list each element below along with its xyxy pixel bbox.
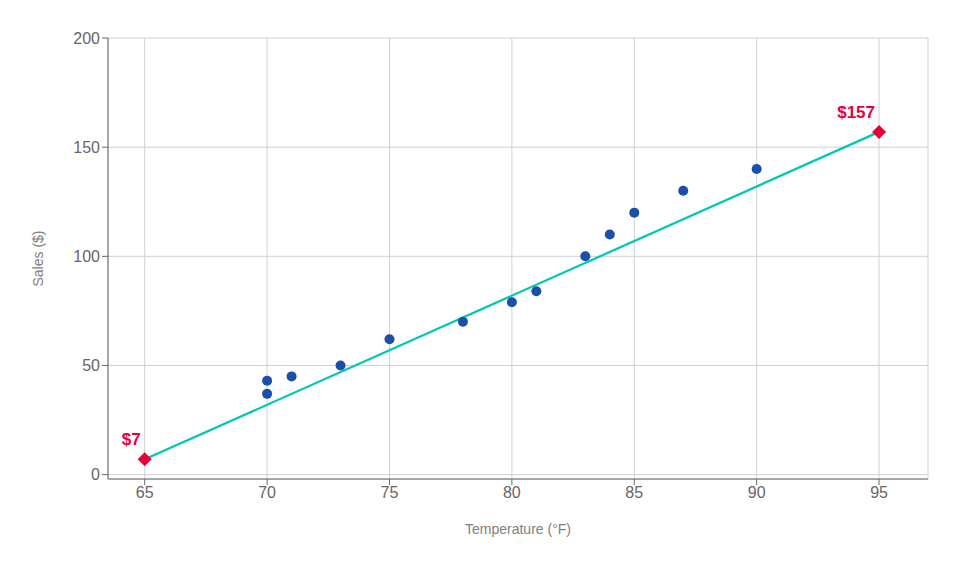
svg-text:Temperature (°F): Temperature (°F): [465, 521, 571, 537]
svg-text:$7: $7: [122, 430, 141, 449]
svg-text:100: 100: [73, 248, 100, 265]
svg-text:65: 65: [136, 484, 154, 501]
svg-text:$157: $157: [837, 103, 875, 122]
svg-text:80: 80: [503, 484, 521, 501]
svg-text:150: 150: [73, 139, 100, 156]
svg-text:200: 200: [73, 30, 100, 47]
svg-text:95: 95: [870, 484, 888, 501]
svg-text:50: 50: [82, 357, 100, 374]
svg-text:90: 90: [748, 484, 766, 501]
svg-text:Sales ($): Sales ($): [30, 230, 46, 286]
svg-text:85: 85: [625, 484, 643, 501]
svg-text:75: 75: [381, 484, 399, 501]
svg-text:0: 0: [91, 466, 100, 483]
svg-text:70: 70: [258, 484, 276, 501]
